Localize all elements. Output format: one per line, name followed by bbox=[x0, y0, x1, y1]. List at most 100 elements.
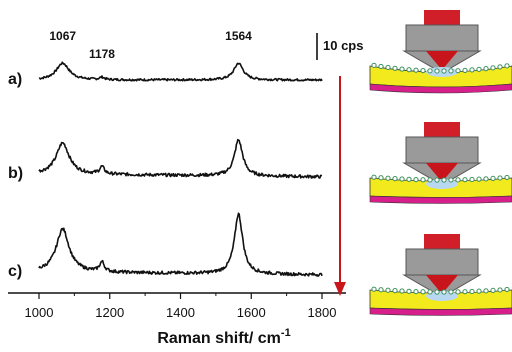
molecule-dot bbox=[441, 68, 447, 74]
molecule-dot bbox=[378, 175, 384, 181]
peak-label-1178: 1178 bbox=[89, 47, 115, 61]
molecule-dot bbox=[462, 177, 468, 183]
molecule-dot bbox=[385, 175, 391, 181]
spectrum-trace-1 bbox=[38, 61, 323, 82]
molecule-dot bbox=[490, 65, 496, 71]
x-axis-title: Raman shift/ cm-1 bbox=[157, 327, 290, 347]
lens-barrel bbox=[405, 248, 479, 276]
x-tick-label-1400: 1400 bbox=[166, 305, 195, 320]
trace-label-3: c) bbox=[8, 263, 22, 280]
molecule-dot bbox=[490, 175, 496, 182]
molecule-dot bbox=[427, 289, 433, 295]
molecule-dot bbox=[427, 68, 433, 74]
lens-barrel bbox=[405, 24, 479, 52]
x-axis-title-text: Raman shift/ cm bbox=[157, 330, 281, 347]
x-tick-label-1600: 1600 bbox=[237, 305, 266, 320]
lens-cap bbox=[424, 122, 460, 138]
x-tick-label-1800: 1800 bbox=[308, 305, 337, 320]
molecule-dot bbox=[476, 176, 482, 182]
molecule-dot bbox=[497, 64, 503, 70]
molecule-dot bbox=[434, 289, 440, 295]
molecule-dot bbox=[448, 289, 454, 295]
molecule-dot bbox=[371, 286, 377, 292]
molecule-dot bbox=[469, 176, 475, 183]
molecule-dot bbox=[455, 289, 461, 295]
lens-cap bbox=[424, 234, 460, 250]
molecule-dot bbox=[413, 288, 419, 295]
molecule-dot bbox=[413, 67, 419, 73]
sequence-arrow-head bbox=[334, 282, 346, 296]
molecule-dot bbox=[497, 287, 503, 293]
molecule-dot bbox=[483, 176, 489, 182]
molecule-dot bbox=[483, 288, 489, 294]
molecule-dot bbox=[406, 176, 412, 182]
sequence-arrow bbox=[334, 76, 346, 296]
molecule-dot bbox=[420, 67, 426, 74]
molecule-dot bbox=[490, 287, 496, 294]
scale-bar: 10 cps bbox=[316, 33, 363, 60]
molecule-dot bbox=[385, 64, 391, 71]
x-axis-title-superscript: -1 bbox=[281, 327, 291, 339]
trace-label-2: b) bbox=[8, 165, 23, 182]
molecule-dot bbox=[469, 67, 475, 73]
molecule-dot bbox=[371, 174, 377, 180]
peak-label-1564: 1564 bbox=[225, 29, 252, 43]
x-tick-label-1000: 1000 bbox=[25, 305, 54, 320]
laser-focus bbox=[426, 51, 458, 70]
molecule-dot bbox=[392, 176, 398, 182]
lens-barrel bbox=[405, 136, 479, 164]
molecule-dot bbox=[385, 287, 391, 293]
molecule-dot bbox=[455, 177, 461, 183]
spectrum-trace-3 bbox=[38, 212, 323, 277]
molecule-dot bbox=[406, 67, 412, 73]
molecule-dot bbox=[469, 288, 475, 295]
laser-focus bbox=[426, 163, 458, 182]
molecule-dot bbox=[441, 177, 447, 183]
molecule-dot bbox=[427, 177, 433, 183]
spectra-plot: a) b) c) 1067 1178 1564 1000 1200 1400 1600 1800… bbox=[8, 29, 363, 347]
scale-bar-label: 10 cps bbox=[323, 38, 363, 53]
molecule-dot bbox=[399, 66, 405, 72]
x-axis-ticks: 1000 1200 1400 1600 1800 bbox=[25, 293, 337, 320]
spectrum-traces bbox=[38, 61, 323, 277]
molecule-dot bbox=[497, 175, 503, 181]
molecule-dot bbox=[378, 287, 384, 293]
peak-label-1067: 1067 bbox=[49, 29, 76, 43]
molecule-dot bbox=[476, 66, 482, 72]
molecule-dot bbox=[413, 176, 419, 183]
molecule-dot bbox=[399, 288, 405, 294]
molecule-dot bbox=[448, 68, 454, 74]
molecule-dot bbox=[476, 288, 482, 294]
tip-schematics bbox=[369, 10, 512, 316]
molecule-dot bbox=[504, 174, 510, 181]
molecule-dot bbox=[434, 68, 440, 74]
laser-focus bbox=[426, 275, 458, 294]
molecule-dot bbox=[399, 176, 405, 182]
molecule-dot bbox=[455, 68, 461, 74]
schematic-3 bbox=[369, 234, 512, 316]
molecule-dot bbox=[392, 288, 398, 294]
spectrum-trace-2 bbox=[38, 138, 323, 179]
molecule-dot bbox=[504, 63, 510, 69]
molecule-dot bbox=[504, 286, 510, 293]
x-tick-label-1200: 1200 bbox=[95, 305, 124, 320]
substrate bbox=[369, 83, 512, 94]
substrate bbox=[369, 195, 512, 204]
molecule-dot bbox=[462, 67, 468, 73]
molecule-dot bbox=[406, 288, 412, 294]
molecule-dot bbox=[434, 177, 440, 183]
trace-label-1: a) bbox=[8, 71, 22, 88]
molecule-dot bbox=[378, 63, 384, 70]
molecule-dot bbox=[462, 289, 468, 295]
molecule-dot bbox=[420, 177, 426, 183]
molecule-dot bbox=[420, 289, 426, 295]
lens-cap bbox=[424, 10, 460, 26]
schematic-2 bbox=[369, 122, 512, 204]
molecule-dot bbox=[371, 62, 377, 68]
molecule-dot bbox=[441, 289, 447, 295]
molecule-dot bbox=[483, 66, 489, 72]
substrate bbox=[369, 307, 512, 316]
schematic-1 bbox=[369, 10, 512, 94]
peak-labels: 1067 1178 1564 bbox=[49, 29, 252, 61]
